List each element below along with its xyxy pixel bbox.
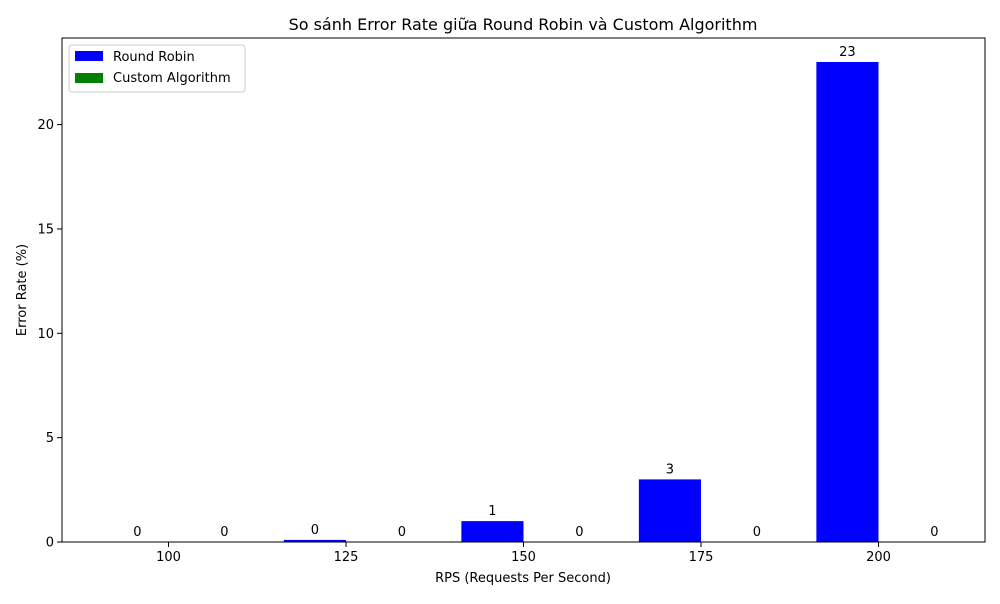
y-tick-label: 10 — [37, 327, 54, 342]
legend: Round Robin Custom Algorithm — [68, 44, 246, 93]
legend-swatch-custom-algorithm — [75, 73, 103, 83]
x-tick-label: 100 — [156, 550, 181, 565]
y-tick-label: 0 — [46, 536, 54, 551]
bar-round-robin-150 — [461, 521, 524, 542]
legend-label-round-robin: Round Robin — [113, 50, 195, 65]
data-label-custom-algorithm-200: 0 — [930, 525, 938, 540]
data-label-custom-algorithm-125: 0 — [398, 525, 406, 540]
data-label-custom-algorithm-175: 0 — [753, 525, 761, 540]
data-label-round-robin-200: 23 — [839, 45, 856, 60]
data-label-round-robin-125: 0 — [311, 523, 319, 538]
x-tick-label: 200 — [866, 550, 891, 565]
bar-round-robin-175 — [638, 479, 701, 542]
y-tick-label: 15 — [37, 222, 54, 237]
bar-round-robin-200 — [816, 62, 879, 542]
data-label-round-robin-150: 1 — [488, 504, 496, 519]
bars-layer — [283, 62, 879, 542]
y-ticks: 0 5 10 15 20 — [37, 118, 62, 551]
data-labels-layer: 0 0 1 3 23 0 0 0 0 0 — [133, 45, 938, 540]
legend-label-custom-algorithm: Custom Algorithm — [113, 71, 231, 86]
chart-title: So sánh Error Rate giữa Round Robin và C… — [289, 15, 758, 34]
legend-box — [68, 44, 246, 93]
data-label-round-robin-175: 3 — [666, 462, 674, 477]
data-label-custom-algorithm-150: 0 — [575, 525, 583, 540]
y-tick-label: 5 — [46, 431, 54, 446]
y-tick-label: 20 — [37, 118, 54, 133]
x-ticks: 100 125 150 175 200 — [156, 542, 891, 565]
x-tick-label: 175 — [689, 550, 714, 565]
x-tick-label: 150 — [511, 550, 536, 565]
legend-swatch-round-robin — [75, 51, 103, 61]
x-axis-label: RPS (Requests Per Second) — [435, 571, 611, 586]
y-axis-label: Error Rate (%) — [15, 244, 30, 336]
data-label-round-robin-100: 0 — [133, 525, 141, 540]
bar-round-robin-125 — [283, 539, 346, 542]
data-label-custom-algorithm-100: 0 — [220, 525, 228, 540]
x-tick-label: 125 — [334, 550, 359, 565]
